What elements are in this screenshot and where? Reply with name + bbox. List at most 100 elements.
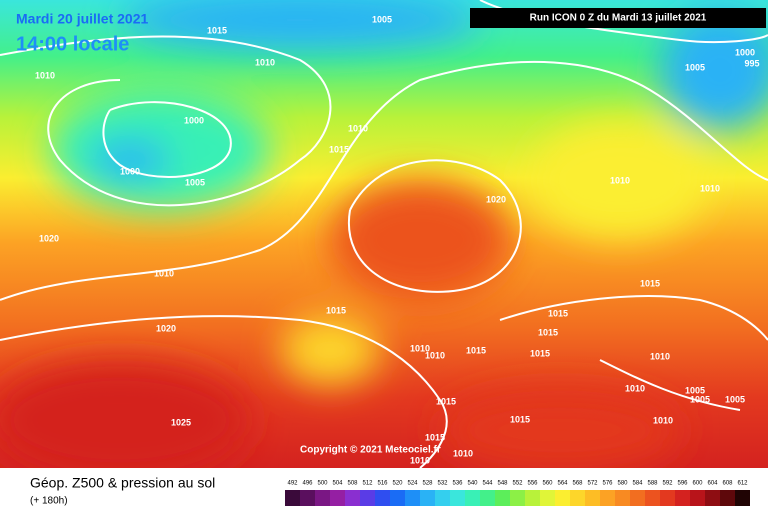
legend-swatch	[690, 490, 705, 506]
isobar-label: 1010	[453, 448, 473, 458]
legend-label: 492	[287, 481, 298, 487]
run-label: Run ICON 0 Z du Mardi 13 juillet 2021	[530, 13, 707, 24]
isobar-label: 1010	[35, 70, 55, 80]
legend-swatch	[585, 490, 600, 506]
legend-swatch	[345, 490, 360, 506]
isobar-label: 1015	[548, 308, 568, 318]
isobar-label: 1015	[538, 327, 558, 337]
isobar-label: 1015	[510, 414, 530, 424]
isobar-label: 1000	[120, 166, 140, 176]
isobar-label: 1015	[326, 305, 346, 315]
legend-label: 588	[647, 481, 658, 487]
footer-subtitle: (+ 180h)	[30, 496, 68, 507]
legend-swatch	[570, 490, 585, 506]
legend-swatch	[435, 490, 450, 506]
isobar-label: 1005	[725, 394, 745, 404]
legend-label: 584	[632, 481, 643, 487]
isobar-label: 1005	[685, 385, 705, 395]
legend-label: 600	[692, 481, 703, 487]
legend-swatch	[510, 490, 525, 506]
legend-swatch	[615, 490, 630, 506]
legend-label: 500	[317, 481, 328, 487]
legend-label: 592	[662, 481, 673, 487]
legend-swatch	[300, 490, 315, 506]
isobar-label: 1015	[425, 432, 445, 442]
legend-label: 612	[737, 481, 748, 487]
legend-swatch	[600, 490, 615, 506]
isobar-label: 1010	[650, 351, 670, 361]
legend-swatch	[480, 490, 495, 506]
legend-label: 548	[497, 481, 508, 487]
isobar-label: 1010	[348, 123, 368, 133]
legend-swatch	[405, 490, 420, 506]
footer-title: Géop. Z500 & pression au sol	[30, 475, 215, 491]
legend-label: 568	[572, 481, 583, 487]
isobar-label: 1010	[700, 183, 720, 193]
legend-label: 540	[467, 481, 478, 487]
legend-swatch	[465, 490, 480, 506]
legend-label: 604	[707, 481, 718, 487]
legend-swatch	[495, 490, 510, 506]
legend-swatch	[375, 490, 390, 506]
legend-label: 608	[722, 481, 733, 487]
legend-swatch	[525, 490, 540, 506]
legend-swatch	[660, 490, 675, 506]
legend-label: 520	[392, 481, 403, 487]
legend-swatch	[675, 490, 690, 506]
legend-label: 544	[482, 481, 493, 487]
isobar-label: 1010	[625, 383, 645, 393]
isobar-label: 1010	[410, 455, 430, 465]
time-label: 14:00 locale	[16, 33, 129, 55]
isobar-label: 1015	[329, 144, 349, 154]
legend-label: 512	[362, 481, 373, 487]
isobar-label: 1005	[690, 394, 710, 404]
run-box	[470, 8, 766, 28]
copyright: Copyright © 2021 Meteociel.fr	[300, 445, 441, 456]
isobar-label: 1000	[735, 47, 755, 57]
isobar-label: 1010	[154, 268, 174, 278]
legend-label: 564	[557, 481, 568, 487]
legend-swatch	[390, 490, 405, 506]
isobar-label: 1010	[653, 415, 673, 425]
legend-swatch	[720, 490, 735, 506]
legend-label: 496	[302, 481, 313, 487]
legend-label: 596	[677, 481, 688, 487]
isobar-label: 995	[744, 58, 759, 68]
isobar-label: 1010	[255, 57, 275, 67]
legend-label: 504	[332, 481, 343, 487]
legend-swatch	[645, 490, 660, 506]
legend-swatch	[315, 490, 330, 506]
isobar-label: 1020	[156, 323, 176, 333]
legend-label: 572	[587, 481, 598, 487]
legend-label: 560	[542, 481, 553, 487]
legend-swatch	[555, 490, 570, 506]
isobar-label: 1015	[640, 278, 660, 288]
legend-swatch	[735, 490, 750, 506]
legend-label: 536	[452, 481, 463, 487]
isobar-label: 1025	[171, 417, 191, 427]
legend-swatch	[360, 490, 375, 506]
legend-label: 532	[437, 481, 448, 487]
isobar-label: 1010	[425, 350, 445, 360]
isobar-label: 1015	[436, 396, 456, 406]
legend-label: 528	[422, 481, 433, 487]
legend-swatch	[450, 490, 465, 506]
legend-swatch	[630, 490, 645, 506]
isobar-label: 1000	[184, 115, 204, 125]
legend-label: 524	[407, 481, 418, 487]
legend-swatch	[285, 490, 300, 506]
legend-label: 508	[347, 481, 358, 487]
legend-label: 556	[527, 481, 538, 487]
legend-swatch	[420, 490, 435, 506]
isobar-label: 1015	[530, 348, 550, 358]
isobar-lines	[0, 0, 768, 468]
legend-label: 580	[617, 481, 628, 487]
isobar-label: 1015	[207, 25, 227, 35]
isobar-label: 1010	[610, 175, 630, 185]
legend-swatch	[705, 490, 720, 506]
isobar-label: 1005	[372, 14, 392, 24]
isobar-label: 1005	[685, 62, 705, 72]
isobar-label: 1015	[466, 345, 486, 355]
